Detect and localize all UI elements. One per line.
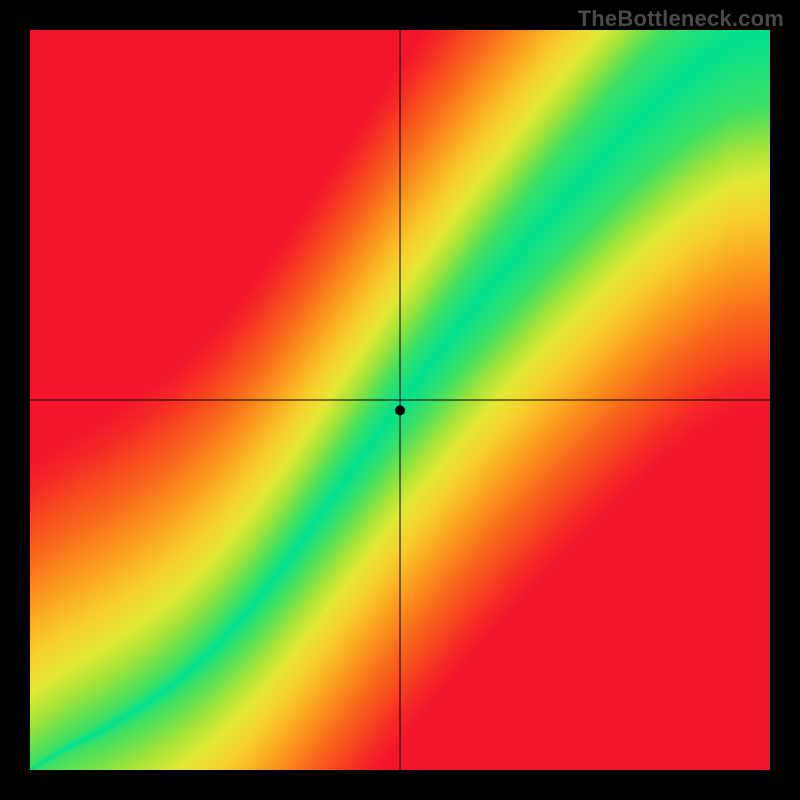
watermark-text: TheBottleneck.com bbox=[578, 6, 784, 32]
chart-container: TheBottleneck.com bbox=[0, 0, 800, 800]
heatmap-canvas bbox=[30, 30, 770, 770]
